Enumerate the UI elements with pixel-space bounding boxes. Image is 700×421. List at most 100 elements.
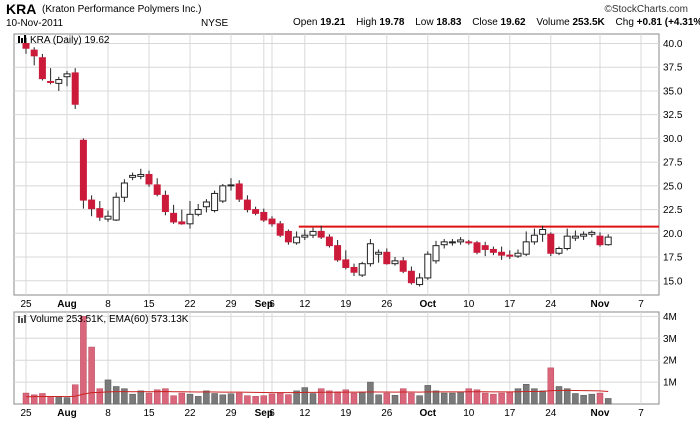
- volume-bar: [170, 395, 177, 405]
- volume-bar: [309, 393, 317, 405]
- volume-bar: [408, 392, 415, 405]
- volume-bar: [514, 388, 522, 405]
- candle-body: [457, 239, 465, 243]
- candle: [96, 201, 104, 221]
- candle-body: [588, 231, 596, 235]
- candle: [219, 183, 227, 203]
- volume-bar: [580, 394, 587, 405]
- candle: [112, 192, 120, 221]
- candle-body: [55, 79, 63, 84]
- volume-bar: [112, 386, 120, 405]
- chg-value: +0.81 (+4.31%): [636, 17, 700, 28]
- candle-body: [325, 236, 333, 247]
- candle-body: [383, 251, 391, 265]
- candle: [301, 229, 309, 240]
- candle-body: [407, 270, 415, 284]
- volume-bar: [399, 388, 407, 405]
- candle-body: [38, 57, 46, 80]
- volume-bar: [375, 394, 382, 405]
- volume-legend-icon: [18, 315, 26, 323]
- candle-body: [211, 192, 219, 212]
- candle-body: [539, 229, 547, 235]
- candle: [145, 170, 153, 187]
- volume-x-tick-label: 8: [105, 408, 111, 419]
- volume-bar: [572, 393, 579, 405]
- candle-body: [293, 236, 301, 244]
- volume-x-tick-label: 17: [504, 408, 516, 419]
- candle-body: [243, 199, 251, 211]
- volume-bar: [358, 391, 366, 405]
- candle: [596, 232, 604, 247]
- candle-body: [309, 230, 317, 236]
- candle: [539, 225, 547, 242]
- candle-body: [145, 173, 153, 185]
- candle: [202, 199, 210, 213]
- volume-bar: [203, 390, 210, 405]
- candle-body: [391, 260, 399, 265]
- high-label: High: [356, 17, 377, 28]
- price-x-tick-label: 22: [184, 299, 196, 310]
- candle-body: [63, 73, 71, 78]
- candle: [30, 47, 38, 66]
- candle: [71, 68, 79, 109]
- volume-bar: [162, 388, 169, 405]
- volume-bar: [596, 392, 604, 405]
- candle-body: [252, 209, 260, 214]
- price-y-tick-label: 30.0: [663, 134, 683, 145]
- candle: [555, 246, 563, 256]
- candle-body: [170, 212, 178, 223]
- price-y-tick-label: 20.0: [663, 229, 683, 240]
- candle: [88, 195, 96, 217]
- candle-body: [22, 42, 30, 49]
- candle-body: [563, 235, 571, 249]
- volume-bar: [481, 392, 489, 405]
- price-x-tick-label: 12: [299, 299, 311, 310]
- candle: [407, 266, 415, 285]
- candle-body: [276, 223, 284, 236]
- candle: [309, 227, 317, 239]
- volume-bar: [80, 316, 87, 405]
- candle: [227, 178, 235, 191]
- candle: [161, 190, 169, 216]
- price-x-tick-label: 26: [381, 299, 393, 310]
- candle: [211, 190, 219, 213]
- candle: [571, 230, 579, 241]
- candle-body: [186, 213, 194, 225]
- candle: [514, 249, 522, 258]
- candle-body: [219, 185, 227, 202]
- volume-x-tick-label: Oct: [419, 408, 436, 419]
- volume-value: 253.5K: [572, 17, 605, 28]
- candle-body: [178, 221, 186, 225]
- candle: [457, 237, 465, 245]
- volume-bar: [71, 384, 79, 405]
- volume-bar: [186, 393, 194, 405]
- volume-bar: [235, 392, 243, 405]
- candle-body: [342, 259, 350, 268]
- volume-x-tick-label: 25: [20, 408, 32, 419]
- volume-bar: [473, 389, 481, 405]
- candle-body: [104, 215, 112, 220]
- low-label: Low: [415, 17, 434, 28]
- candle: [334, 239, 342, 262]
- volume-bar: [465, 388, 473, 405]
- price-y-tick-label: 15.0: [663, 276, 683, 287]
- volume-bar: [539, 390, 546, 405]
- candle: [489, 246, 497, 256]
- candle: [342, 250, 350, 270]
- volume-bar: [416, 395, 423, 405]
- volume-bar: [531, 388, 538, 405]
- price-x-tick-label: 8: [105, 299, 111, 310]
- price-x-tick-label: Nov: [591, 299, 610, 310]
- volume-y-tick-label: 1M: [663, 378, 677, 389]
- candle-body: [489, 248, 497, 253]
- volume-y-tick-label: 3M: [663, 334, 677, 345]
- volume-bar: [383, 392, 391, 405]
- volume-bar: [227, 393, 235, 405]
- price-x-tick-label: 25: [20, 299, 32, 310]
- open-label: Open: [293, 17, 318, 28]
- price-x-tick-label: 7: [638, 299, 644, 310]
- candle-body: [120, 182, 128, 198]
- candle-body: [268, 218, 276, 225]
- candle: [580, 231, 588, 240]
- candle-body: [514, 252, 522, 257]
